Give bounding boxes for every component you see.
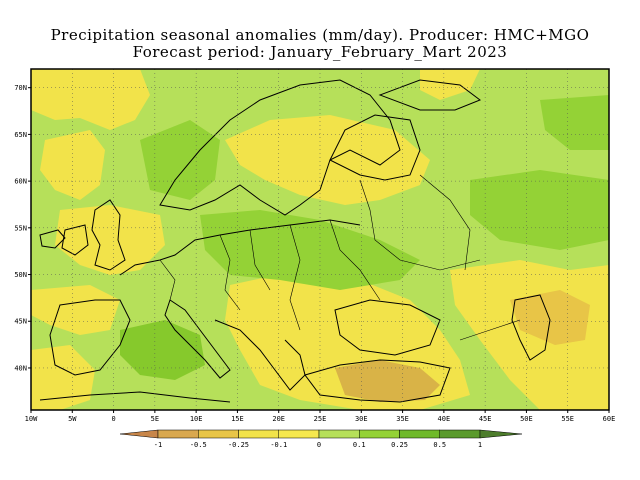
lon-tick-label: 25E [314, 415, 327, 423]
coast-ireland [61, 224, 89, 256]
coast-kola [378, 79, 482, 111]
color-legend: -1 -0.5 -0.25 -0.1 0 0.1 0.25 0.5 1 [119, 429, 523, 449]
legend-color-box [198, 429, 239, 439]
legend-label: 0.5 [433, 441, 446, 449]
coast-caspian [511, 294, 551, 361]
latitude-labels: 70N 65N 60N 55N 50N 45N 40N [14, 84, 31, 372]
lon-tick-label: 5E [151, 415, 159, 423]
coast-uk [91, 199, 126, 271]
lon-tick-label: 30E [355, 415, 368, 423]
dry-region-iberia-north [31, 285, 120, 335]
wet-region-northeast [540, 95, 609, 150]
border-4 [219, 234, 241, 311]
coast-italy [164, 299, 231, 379]
border-5 [159, 259, 176, 301]
legend-color-box [157, 429, 199, 439]
legend-color-box [278, 429, 320, 439]
legend-label: -0.5 [190, 441, 207, 449]
lon-tick-label: 45E [479, 415, 492, 423]
border-7 [419, 174, 471, 271]
wet-region-east [470, 170, 609, 250]
dry-region-iceland [31, 345, 95, 410]
lon-tick-label: 40E [438, 415, 451, 423]
title-line-2: Forecast period: January_February_Mart 2… [132, 43, 508, 61]
lat-tick-label: 45N [14, 318, 27, 326]
coast-turkey [304, 359, 451, 403]
coast-finland [329, 114, 421, 181]
lat-tick-label: 70N [14, 84, 27, 92]
legend-label: 0.1 [353, 441, 366, 449]
strong-dry-region-turkey [335, 360, 440, 402]
dry-region-baltic [225, 115, 430, 205]
lon-tick-label: 60E [603, 415, 616, 423]
dry-region-north-russia [420, 69, 480, 100]
coast-north-africa [39, 391, 231, 403]
legend-color-box [318, 429, 360, 439]
legend-arrow-high [479, 429, 523, 439]
coast-western-europe [119, 219, 361, 276]
legend-label: 0 [317, 441, 321, 449]
title-line-1: Precipitation seasonal anomalies (mm/day… [50, 26, 590, 44]
longitude-labels: 10W 5W 0 5E 10E 15E 20E 25E 30E 35E 40E 45E 50E 55E 60… [25, 410, 616, 423]
wet-region-italy [120, 320, 205, 380]
legend-label: -0.1 [270, 441, 287, 449]
lon-tick-label: 20E [272, 415, 285, 423]
legend-label: -0.25 [228, 441, 249, 449]
coast-iceland [39, 229, 66, 249]
wet-region-norway [140, 120, 220, 200]
border-2 [329, 219, 381, 301]
lat-tick-label: 65N [14, 131, 27, 139]
lon-tick-label: 10E [190, 415, 203, 423]
lon-tick-label: 5W [68, 415, 77, 423]
legend-label: 0.25 [391, 441, 408, 449]
border-1 [289, 224, 301, 331]
legend-label: 1 [478, 441, 482, 449]
graticule [31, 69, 609, 410]
dry-region-british-isles [55, 205, 165, 275]
legend-color-box [359, 429, 400, 439]
lat-tick-label: 40N [14, 364, 27, 372]
lon-tick-label: 35E [396, 415, 409, 423]
lon-tick-label: 0 [111, 415, 115, 423]
lat-tick-label: 55N [14, 224, 27, 232]
lat-tick-label: 60N [14, 178, 27, 186]
legend-color-box [238, 429, 279, 439]
border-6 [249, 229, 271, 291]
legend-color-box [399, 429, 440, 439]
lon-tick-label: 15E [231, 415, 244, 423]
coast-iberia [49, 299, 131, 376]
coast-black-sea [334, 299, 441, 356]
country-borders [159, 174, 521, 341]
border-8 [459, 319, 521, 341]
coast-scandinavia [159, 79, 401, 216]
lon-tick-label: 50E [520, 415, 533, 423]
strong-dry-region-caspian [510, 290, 590, 345]
coastlines [39, 79, 551, 403]
dry-region-north-atlantic [31, 69, 150, 130]
wet-region-central-europe [200, 210, 420, 290]
anomaly-field [31, 69, 609, 410]
lon-tick-label: 10W [25, 415, 38, 423]
coast-balkans [214, 319, 306, 391]
legend-color-box [439, 429, 481, 439]
legend-arrow-low [119, 429, 159, 439]
legend-label: -1 [154, 441, 162, 449]
border-3 [359, 179, 481, 271]
lon-tick-label: 55E [561, 415, 574, 423]
lat-tick-label: 50N [14, 271, 27, 279]
